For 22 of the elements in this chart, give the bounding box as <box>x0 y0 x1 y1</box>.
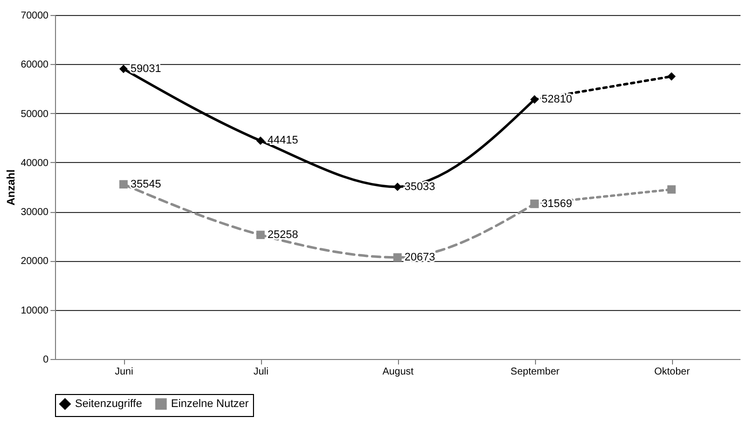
legend-label: Seitenzugriffe <box>75 398 142 410</box>
y-tick-label: 20000 <box>20 256 49 268</box>
y-tick-label: 70000 <box>20 10 49 22</box>
data-label: 31569 <box>542 198 572 210</box>
x-tick-label: September <box>510 366 560 378</box>
data-label: 59031 <box>130 62 162 75</box>
y-tick-label: 30000 <box>20 207 49 218</box>
data-label: 25258 <box>268 228 298 241</box>
y-tick-label: 60000 <box>20 60 49 71</box>
data-label: 35545 <box>130 178 162 190</box>
x-tick-label: Oktober <box>654 366 690 378</box>
y-tick-label: 0 <box>42 354 49 366</box>
y-tick-label: 40000 <box>20 158 49 169</box>
legend-label: Einzelne Nutzer <box>171 398 249 410</box>
x-tick-label: Juli <box>253 366 269 378</box>
x-tick-label: August <box>382 366 414 378</box>
data-label: 44415 <box>268 134 298 147</box>
data-label: 20673 <box>404 251 436 264</box>
x-tick-label: Juni <box>114 366 134 378</box>
y-tick-label: 10000 <box>20 305 49 316</box>
y-tick-label: 50000 <box>20 108 49 120</box>
y-axis-title: Anzahl <box>6 169 18 206</box>
